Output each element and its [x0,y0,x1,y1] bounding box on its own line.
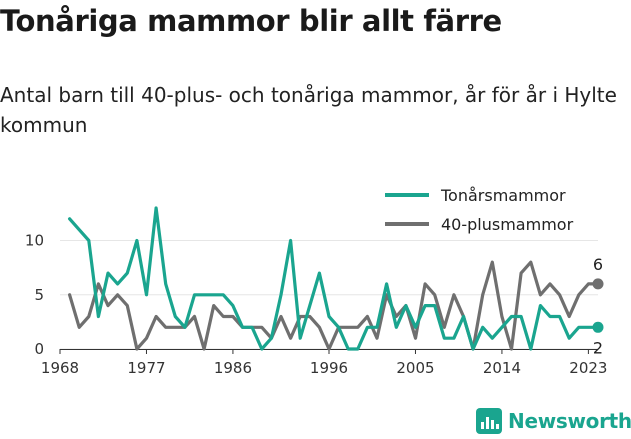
axis-ticks: 0 5 10 1968 1977 1986 1996 2005 2014 2023 [25,232,608,377]
series-line-teen [67,206,600,351]
newsworthy-logo-icon [476,408,502,434]
x-tick-label: 1968 [41,359,79,377]
x-tick-label: 1986 [214,359,252,377]
x-tick-label: 2005 [396,359,434,377]
x-tick-label: 2014 [483,359,521,377]
x-tick-label: 1996 [310,359,348,377]
legend-label-teen: Tonårsmammor [440,186,566,205]
y-tick-label: 5 [34,286,44,304]
y-tick-label: 0 [34,340,44,358]
legend-label-plus40: 40-plusmammor [441,215,574,234]
x-tick-label: 1977 [127,359,165,377]
newsworthy-brand: Newsworthy [476,408,631,434]
end-point-plus40 [592,278,604,290]
end-point-teen [592,321,604,333]
series-lines [67,206,600,351]
brand-name: Newsworthy [508,409,631,433]
end-label-teen: 2 [593,338,603,357]
x-tick-label: 2023 [569,359,607,377]
end-markers: 26 [592,255,604,357]
y-tick-label: 10 [25,232,44,250]
chart-subtitle: Antal barn till 40-plus- och tonåriga ma… [0,83,617,137]
chart-title: Tonåriga mammor blir allt färre [0,4,502,38]
legend: Tonårsmammor 40-plusmammor [385,186,574,234]
end-label-plus40: 6 [593,255,603,274]
series-line-plus40 [67,260,600,351]
